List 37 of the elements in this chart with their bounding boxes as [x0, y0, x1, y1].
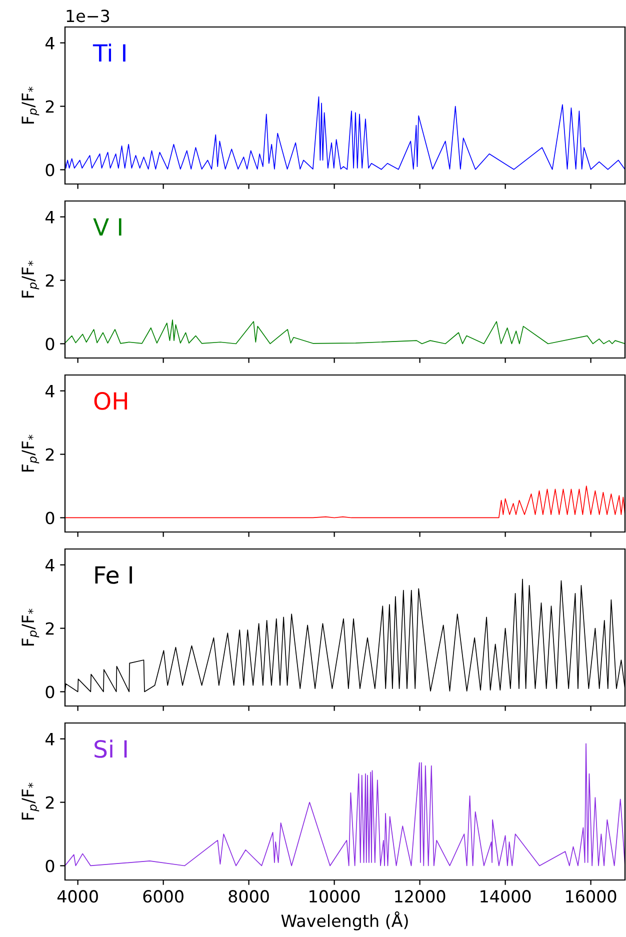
y-tick-label: 0 [46, 164, 54, 176]
y-tick-label: 2 [46, 448, 54, 461]
y-tick-label: 2 [46, 274, 54, 287]
text: Si I [94, 740, 127, 758]
x-tick-label: 12000 [395, 890, 446, 903]
y-tick-label: 4 [45, 733, 54, 746]
y-tick-label: 4 [45, 37, 54, 50]
x-axis-title: Wavelength (Å) [281, 911, 408, 930]
text: V I [93, 218, 122, 236]
y-tick-label: 2 [46, 622, 54, 635]
y-axis-title: F$_{p}$/F$_{*}$ [22, 608, 40, 646]
text: Ti I [92, 44, 126, 62]
x-tick-label: 10000 [310, 890, 360, 903]
line-series [65, 96, 625, 170]
line-series [65, 486, 625, 518]
x-tick-label: 14000 [480, 890, 531, 903]
y-tick-label: 0 [46, 338, 54, 350]
text: 1e−3 [66, 10, 110, 22]
y-tick-label: 0 [46, 512, 54, 524]
y-axis-title: F$_{p}$/F$_{*}$ [22, 782, 40, 820]
x-tick-label: 8000 [228, 890, 269, 903]
y-axis-title: F$_{p}$/F$_{*}$ [22, 260, 40, 298]
y-tick-label: 4 [45, 559, 54, 572]
x-tick-label: 6000 [143, 890, 184, 903]
y-tick-label: 2 [46, 100, 54, 113]
line-series [65, 320, 625, 344]
x-tick-label: 4000 [57, 890, 98, 903]
y-axis-title: F$_{p}$/F$_{*}$ [22, 434, 40, 472]
y-tick-label: 0 [46, 860, 54, 872]
y-axis-title: F$_{p}$/F$_{*}$ [22, 86, 40, 124]
y-tick-label: 4 [45, 385, 54, 398]
y-tick-label: 4 [45, 211, 54, 224]
y-tick-label: 0 [46, 686, 54, 698]
text: OH [94, 392, 128, 410]
y-tick-label: 2 [46, 796, 54, 809]
text: Fe I [95, 566, 132, 584]
x-tick-label: 16000 [566, 890, 616, 903]
